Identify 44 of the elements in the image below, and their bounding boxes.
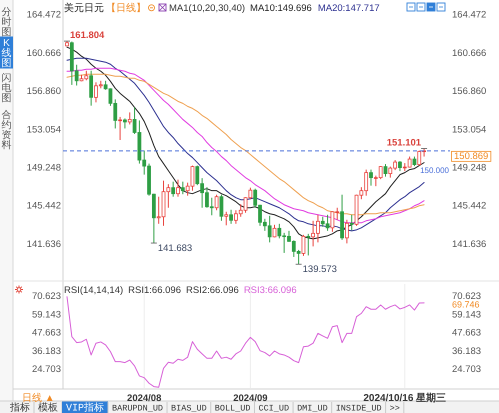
- annotation: 161.804: [70, 30, 106, 42]
- annotation: RSI1:66.096: [128, 285, 181, 296]
- y-tick-label: 149.248: [26, 162, 61, 174]
- x-tick-label: 2024/08: [127, 393, 162, 404]
- legend-title: RSI(14,14,14): [64, 285, 124, 296]
- axis-tag: 69.746: [452, 300, 480, 310]
- y-tick-label: 156.860: [26, 86, 61, 98]
- text: 分时图: [2, 6, 12, 38]
- chart-subtitle: 【日线】: [106, 2, 146, 14]
- y-tick-label: 160.666: [26, 48, 61, 59]
- x-tick-label: 2024/09: [233, 393, 268, 404]
- text: CCI_UD: [258, 404, 290, 413]
- text: RSI3:66.096: [244, 285, 297, 296]
- selected-tool-tab: VIP指标: [62, 402, 108, 413]
- y-tick-label: 141.636: [26, 238, 61, 250]
- y-tick-label: 164.472: [26, 10, 61, 21]
- text: >>: [390, 404, 400, 413]
- text: INSIDE_UD: [336, 404, 382, 413]
- text: 合约资料: [2, 109, 12, 151]
- legend-title: MA1(10,20,30,40): [169, 3, 246, 14]
- annotation: 150.000: [420, 166, 450, 175]
- selected-tab: K线图: [0, 36, 13, 69]
- annotation: 139.573: [302, 264, 337, 276]
- text: BOLL_UD: [214, 404, 250, 413]
- text: BIAS_UD: [171, 404, 207, 413]
- text: DMI_UD: [297, 404, 328, 413]
- text: 闪电图: [2, 72, 12, 104]
- text: 指标: [9, 402, 30, 413]
- x-tick-label: 2024/10/16 星期三: [363, 392, 446, 404]
- annotation: 141.683: [158, 243, 192, 254]
- y-tick-label: 36.183: [452, 346, 482, 357]
- header: 美元日元 【日线】 MA1(10,20,30,40) MA10:149.696 MA20:147.717: [64, 3, 380, 14]
- annotation: 151.101: [386, 138, 422, 149]
- y-tick-label: 153.054: [26, 124, 61, 136]
- annotation: RSI2:66.096: [186, 285, 239, 296]
- y-tick-label: 145.442: [26, 200, 61, 212]
- y-tick-label: 59.143: [452, 309, 482, 320]
- text: 模板: [38, 402, 58, 413]
- ref-line-label: 150.869: [451, 150, 492, 162]
- chart-title: 美元日元: [64, 2, 104, 14]
- y-tick-label: 47.663: [452, 328, 482, 339]
- y-tick-label: 24.703: [452, 364, 482, 376]
- text: BARUPDN_UD: [112, 404, 164, 413]
- y-tick-label: 70.623: [452, 291, 482, 302]
